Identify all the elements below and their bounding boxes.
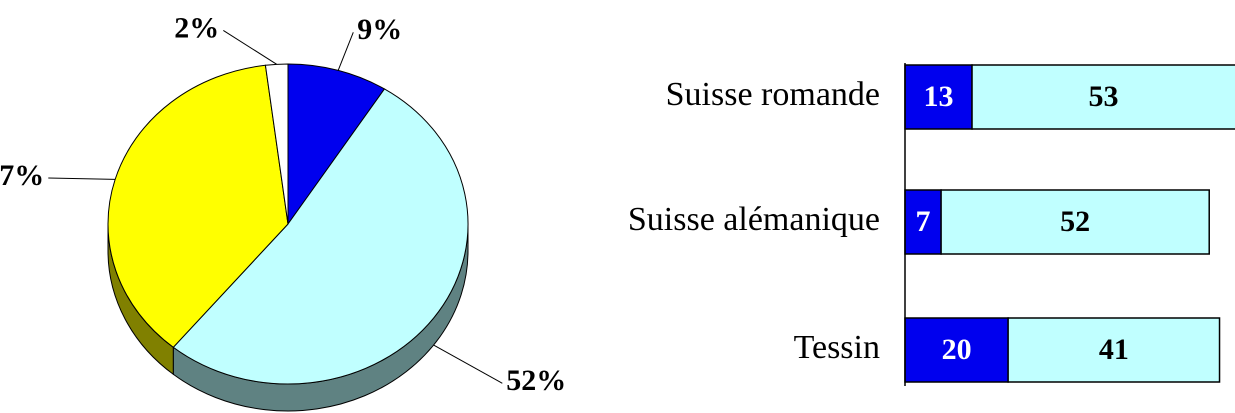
pie-label: 37% xyxy=(0,159,44,192)
bar-segment xyxy=(971,64,1235,130)
value-label: 41 xyxy=(1099,333,1129,366)
category-label: Suisse alémanique xyxy=(628,201,880,238)
leader-line xyxy=(433,344,503,384)
pie-slice xyxy=(172,88,469,385)
value-label: 13 xyxy=(924,80,954,113)
leader-line xyxy=(223,29,277,65)
pie-slice xyxy=(107,64,289,348)
value-label: 7 xyxy=(916,205,931,238)
value-label: 53 xyxy=(1089,80,1119,113)
value-label: 52 xyxy=(1060,205,1090,238)
category-label: Suisse romande xyxy=(666,76,880,113)
bar-segment xyxy=(940,189,1210,255)
bar-segment xyxy=(904,64,973,130)
leader-line xyxy=(337,32,354,71)
bar-segment xyxy=(1007,317,1221,383)
bar-segment xyxy=(904,189,942,255)
category-label: Tessin xyxy=(794,329,880,366)
pie-label: 9% xyxy=(357,13,402,46)
pie-label: 2% xyxy=(174,11,219,44)
pie-slice xyxy=(264,63,289,225)
pie-label: 52% xyxy=(506,364,566,397)
value-label: 20 xyxy=(942,333,972,366)
leader-line xyxy=(48,177,116,180)
